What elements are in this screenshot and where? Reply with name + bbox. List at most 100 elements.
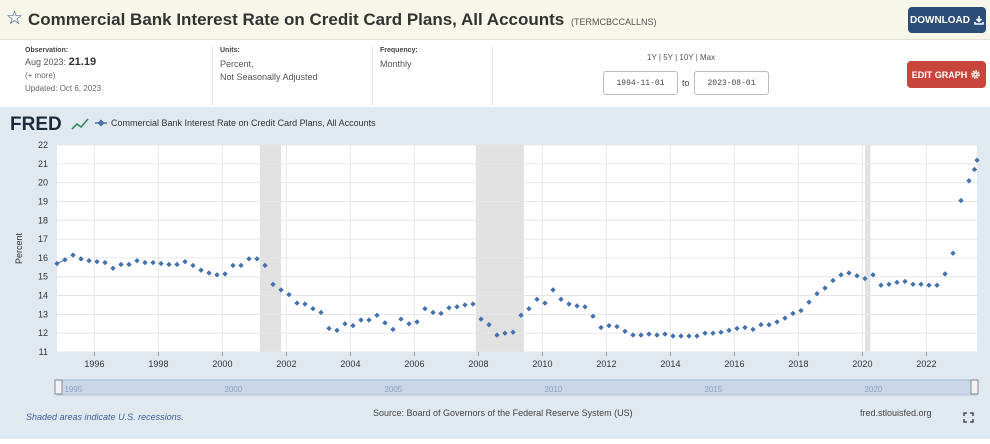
- data-point[interactable]: [414, 319, 420, 325]
- star-outline-icon[interactable]: ☆: [6, 8, 24, 29]
- navigator-left-handle[interactable]: [54, 379, 63, 395]
- data-point[interactable]: [654, 332, 660, 338]
- data-point[interactable]: [734, 325, 740, 332]
- data-point[interactable]: [462, 302, 468, 308]
- range-10y[interactable]: 10Y: [679, 53, 694, 62]
- data-point[interactable]: [782, 315, 788, 321]
- data-point[interactable]: [486, 322, 492, 328]
- data-point[interactable]: [342, 321, 348, 327]
- data-point[interactable]: [942, 271, 948, 277]
- start-date-input[interactable]: 1994-11-01: [603, 71, 678, 95]
- data-point[interactable]: [470, 301, 476, 307]
- data-point[interactable]: [430, 309, 436, 316]
- data-point[interactable]: [278, 287, 284, 293]
- range-1y[interactable]: 1Y: [647, 53, 657, 62]
- data-point[interactable]: [454, 304, 460, 310]
- data-point[interactable]: [886, 281, 892, 287]
- data-point[interactable]: [350, 322, 356, 329]
- data-point[interactable]: [358, 317, 364, 323]
- data-point[interactable]: [406, 321, 412, 327]
- data-point[interactable]: [806, 299, 812, 305]
- data-point[interactable]: [382, 320, 388, 326]
- data-point[interactable]: [606, 322, 612, 329]
- data-point[interactable]: [814, 290, 820, 297]
- data-point[interactable]: [614, 323, 620, 330]
- data-point[interactable]: [622, 328, 628, 334]
- data-point[interactable]: [270, 281, 276, 287]
- data-point[interactable]: [510, 329, 516, 335]
- data-point[interactable]: [478, 316, 484, 322]
- fullscreen-icon[interactable]: [963, 412, 974, 423]
- data-point[interactable]: [446, 305, 452, 311]
- data-point[interactable]: [830, 277, 836, 284]
- data-point[interactable]: [638, 332, 644, 338]
- data-point[interactable]: [334, 327, 340, 334]
- data-point[interactable]: [670, 333, 676, 339]
- data-point[interactable]: [542, 300, 548, 306]
- data-point[interactable]: [70, 252, 76, 258]
- data-point[interactable]: [718, 329, 724, 335]
- data-point[interactable]: [494, 332, 500, 338]
- data-point[interactable]: [438, 310, 444, 317]
- data-point[interactable]: [294, 300, 300, 306]
- navigator-track[interactable]: [56, 379, 978, 396]
- data-point[interactable]: [366, 317, 372, 323]
- data-point[interactable]: [758, 322, 764, 328]
- data-point[interactable]: [502, 330, 508, 336]
- range-5y[interactable]: 5Y: [663, 53, 673, 62]
- range-max[interactable]: Max: [700, 53, 716, 62]
- data-point[interactable]: [118, 261, 124, 268]
- data-point[interactable]: [574, 303, 580, 309]
- data-point[interactable]: [582, 304, 588, 310]
- data-point[interactable]: [910, 281, 916, 287]
- data-point[interactable]: [94, 258, 100, 265]
- data-point[interactable]: [518, 312, 524, 318]
- data-point[interactable]: [766, 322, 772, 328]
- data-point[interactable]: [686, 333, 692, 339]
- data-point[interactable]: [526, 306, 532, 312]
- data-point[interactable]: [790, 310, 796, 317]
- data-point[interactable]: [86, 258, 92, 264]
- data-point[interactable]: [286, 291, 292, 298]
- end-date-input[interactable]: 2023-08-01: [694, 71, 769, 95]
- data-point[interactable]: [838, 272, 844, 278]
- data-point[interactable]: [710, 330, 716, 336]
- data-point[interactable]: [126, 261, 132, 268]
- data-point[interactable]: [78, 256, 84, 262]
- data-point[interactable]: [678, 333, 684, 339]
- data-point[interactable]: [550, 287, 556, 293]
- site-link[interactable]: fred.stlouisfed.org: [860, 408, 932, 418]
- download-button[interactable]: DOWNLOAD: [908, 7, 986, 33]
- data-point[interactable]: [558, 296, 564, 302]
- data-point[interactable]: [971, 166, 978, 173]
- data-point[interactable]: [566, 301, 572, 307]
- data-point[interactable]: [534, 296, 540, 302]
- data-point[interactable]: [846, 270, 852, 276]
- data-point[interactable]: [630, 332, 636, 338]
- data-point[interactable]: [958, 197, 964, 204]
- data-point[interactable]: [822, 285, 828, 291]
- data-point[interactable]: [798, 307, 804, 314]
- data-point[interactable]: [374, 312, 380, 318]
- data-point[interactable]: [110, 265, 116, 271]
- data-point[interactable]: [694, 333, 700, 339]
- data-point[interactable]: [774, 319, 780, 325]
- data-point[interactable]: [302, 301, 308, 307]
- data-point[interactable]: [142, 259, 148, 266]
- data-point[interactable]: [310, 306, 316, 312]
- data-point[interactable]: [262, 262, 268, 269]
- more-link[interactable]: (+ more): [25, 71, 56, 80]
- data-point[interactable]: [326, 325, 332, 332]
- data-point[interactable]: [318, 309, 324, 316]
- data-point[interactable]: [390, 326, 396, 333]
- data-point[interactable]: [398, 316, 404, 322]
- data-point[interactable]: [918, 281, 924, 287]
- data-point[interactable]: [870, 272, 876, 278]
- data-point[interactable]: [966, 178, 972, 184]
- data-point[interactable]: [702, 330, 708, 336]
- navigator-right-handle[interactable]: [970, 379, 979, 395]
- edit-graph-button[interactable]: EDIT GRAPH: [907, 61, 986, 88]
- data-point[interactable]: [422, 306, 428, 312]
- data-point[interactable]: [902, 278, 908, 285]
- data-point[interactable]: [150, 259, 156, 266]
